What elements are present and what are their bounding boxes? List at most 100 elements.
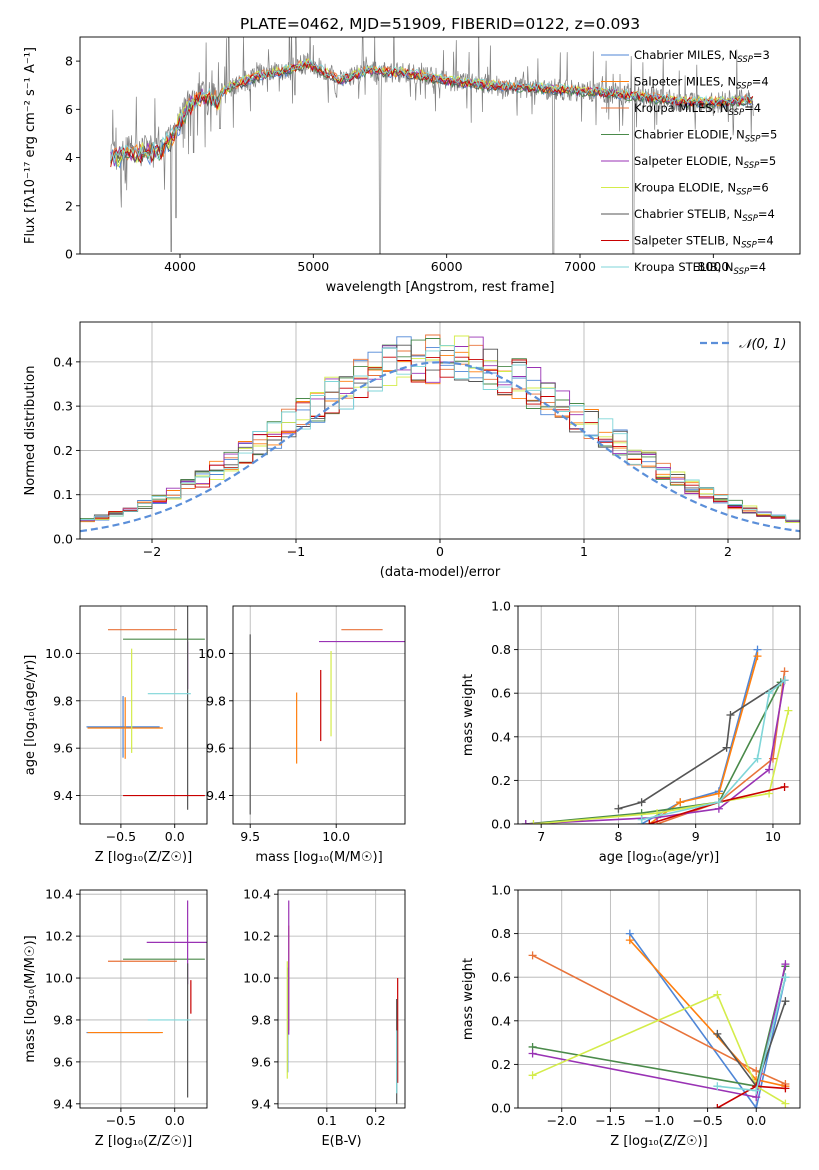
y-tick-label: 9.6 [206,741,226,756]
x-tick-label: −2 [143,544,161,559]
plus-marker [780,782,789,791]
x-tick-label: 0.0 [165,1113,185,1128]
plus-marker [781,973,790,982]
x-tick-label: 0.0 [165,829,185,844]
model-spectrum-9 [110,58,753,164]
weight-line-6 [532,993,786,1105]
plus-marker [637,798,646,807]
y-axis-label: mass [log₁₀(M/M☉)] [23,935,38,1062]
errorbar-point [87,697,163,759]
plus-marker [637,815,646,824]
y-tick-label: 9.8 [53,693,73,708]
legend: Chabrier MILES, NSSP=3 Salpeter MILES, NS… [601,48,777,277]
plot-area [286,900,399,1104]
x-tick-label: 0.0 [746,1113,766,1128]
y-tick-label: 9.6 [251,1054,271,1069]
x-axis-label: Z [log₁₀(Z/Z☉)] [610,1134,707,1149]
y-tick-label: 0.0 [53,532,73,547]
plus-marker [528,1049,537,1058]
x-tick-label: 0.2 [366,1113,386,1128]
x-tick-label: 1 [580,544,588,559]
x-tick-label: −1.0 [644,1113,674,1128]
y-tick-label: 1.0 [491,883,511,898]
y-axis-label: age [log₁₀(age/yr)] [23,655,38,776]
axes-frame [277,889,406,1109]
panel-age-vs-mass: 9.5 10.0 9.4 9.6 9.8 10.0 mass [log₁₀(M/M☉)] [198,605,406,865]
x-tick-label: 10 [765,829,781,844]
plus-marker [676,798,685,807]
x-axis-label: Z [log₁₀(Z/Z☉)] [95,1134,192,1149]
plus-marker [753,652,762,661]
x-axis-label: age [log₁₀(age/yr)] [599,850,720,865]
plus-marker [752,1066,761,1075]
plus-marker [781,1084,790,1093]
histogram-9 [80,344,800,539]
plus-marker [781,1099,790,1108]
y-tick-label: 0.6 [491,970,511,985]
legend-entry: Salpeter ELODIE, NSSP=5 [634,154,776,171]
x-tick-label: 7000 [564,259,596,274]
y-tick-label: 10.0 [243,971,271,986]
weight-line-1 [629,933,787,1108]
plus-marker [614,804,623,813]
legend-entry: Kroupa STELIB, NSSP=4 [634,260,766,277]
x-tick-label: −2.0 [547,1113,577,1128]
plot-area [249,629,405,815]
histogram-8 [80,356,800,539]
y-tick-label: 9.4 [53,788,73,803]
plus-marker [713,1104,722,1108]
plot-area [110,37,754,254]
y-tick-label: 10.2 [243,929,271,944]
y-tick-label: 10.4 [45,887,73,902]
y-tick-label: 0.6 [491,686,511,701]
plus-marker [765,765,774,774]
y-tick-label: 0.4 [491,1013,511,1028]
y-tick-label: 10.0 [45,971,73,986]
model-spectrum-8 [110,61,754,168]
y-axis-label: Flux [fλ10⁻¹⁷ erg cm⁻² s⁻¹ A⁻¹] [23,47,38,244]
y-tick-label: 9.8 [251,1012,271,1027]
y-tick-label: 9.4 [251,1096,271,1111]
plus-marker [625,936,634,945]
plus-marker [521,820,530,824]
plus-marker [780,676,789,685]
y-tick-label: 0.4 [53,354,73,369]
axes-frame [517,605,801,825]
legend-entry: 𝒩(0, 1) [739,337,786,352]
y-tick-label: 0.0 [491,817,511,832]
y-tick-label: 0.2 [53,443,73,458]
plus-marker [780,667,789,676]
plot-area [86,606,205,810]
y-tick-label: 0.3 [53,399,73,414]
y-tick-label: 10.4 [243,887,271,902]
panel-age-vs-z: −0.5 0.0 9.4 9.6 9.8 10.0 Z [log₁₀(Z/Z☉)] age [… [23,605,208,865]
x-tick-label: −0.5 [106,1113,136,1128]
plus-marker [781,960,790,969]
y-tick-label: 9.4 [53,1096,73,1111]
y-tick-label: 9.8 [206,693,226,708]
panel-weight-vs-age: 7 8 9 10 0.0 0.2 0.4 0.6 0.8 1.0 age [log₁₀(age/yr… [461,599,801,865]
plot-area [521,645,793,824]
x-tick-label: 10.0 [322,829,350,844]
panel-residuals: −2 −1 0 1 2 0.0 0.1 0.2 0.3 0.4 (data-model)/error… [23,321,801,580]
plus-marker [752,1086,761,1095]
x-axis-label: mass [log₁₀(M/M☉)] [255,850,382,865]
plus-marker [713,990,722,999]
x-tick-label: 7 [537,829,545,844]
y-tick-label: 10.0 [45,646,73,661]
plus-marker [529,820,538,824]
plus-marker [784,706,793,715]
legend-entry: Chabrier MILES, NSSP=3 [634,48,770,65]
y-tick-label: 2 [65,198,73,213]
x-axis-label: Z [log₁₀(Z/Z☉)] [95,850,192,865]
x-tick-label: 9 [692,829,700,844]
axes-frame [79,36,801,255]
legend-entry: Salpeter STELIB, NSSP=4 [634,234,774,251]
plus-marker [714,798,723,807]
y-tick-label: 10.0 [198,646,226,661]
panel-spectrum: 4000 5000 6000 7000 8000 0 2 4 6 8 wavelength [Ang… [23,36,801,295]
x-tick-label: −1.5 [595,1113,625,1128]
weight-line-4 [525,681,782,824]
x-tick-label: −0.5 [692,1113,722,1128]
